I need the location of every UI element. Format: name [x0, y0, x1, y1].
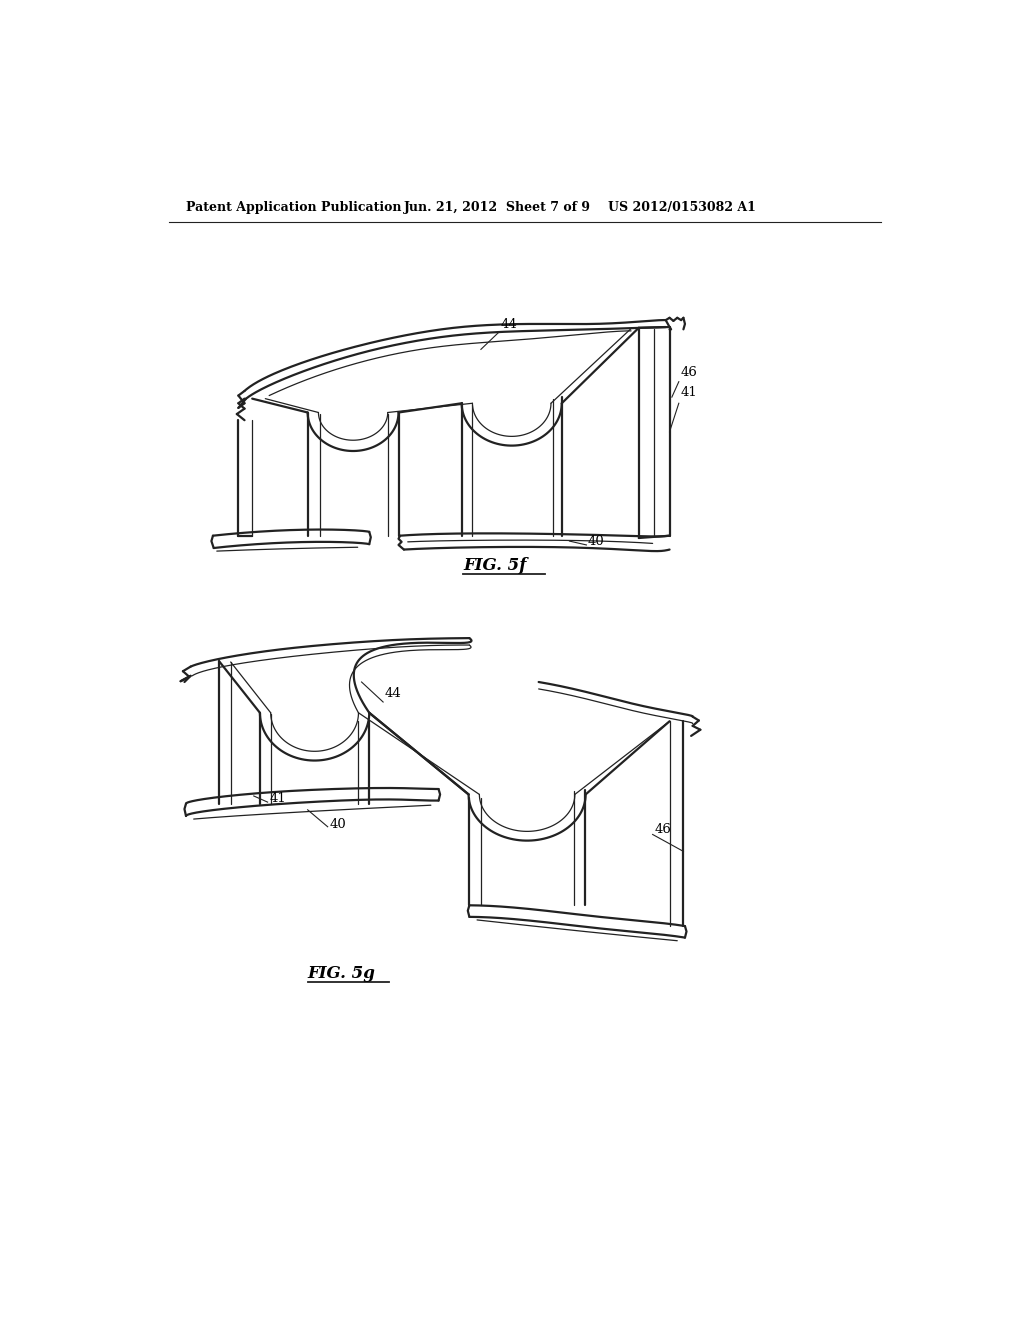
- Text: 41: 41: [269, 792, 286, 805]
- Text: Patent Application Publication: Patent Application Publication: [186, 201, 401, 214]
- Text: 40: 40: [588, 535, 605, 548]
- Text: Jun. 21, 2012  Sheet 7 of 9: Jun. 21, 2012 Sheet 7 of 9: [403, 201, 591, 214]
- Text: 46: 46: [654, 822, 671, 836]
- Text: FIG. 5g: FIG. 5g: [307, 965, 376, 982]
- Text: 44: 44: [500, 318, 517, 331]
- Text: 44: 44: [385, 688, 401, 701]
- Text: US 2012/0153082 A1: US 2012/0153082 A1: [608, 201, 756, 214]
- Text: FIG. 5f: FIG. 5f: [463, 557, 526, 574]
- Text: 40: 40: [330, 818, 346, 832]
- Text: 46: 46: [680, 366, 697, 379]
- Text: 41: 41: [680, 385, 697, 399]
